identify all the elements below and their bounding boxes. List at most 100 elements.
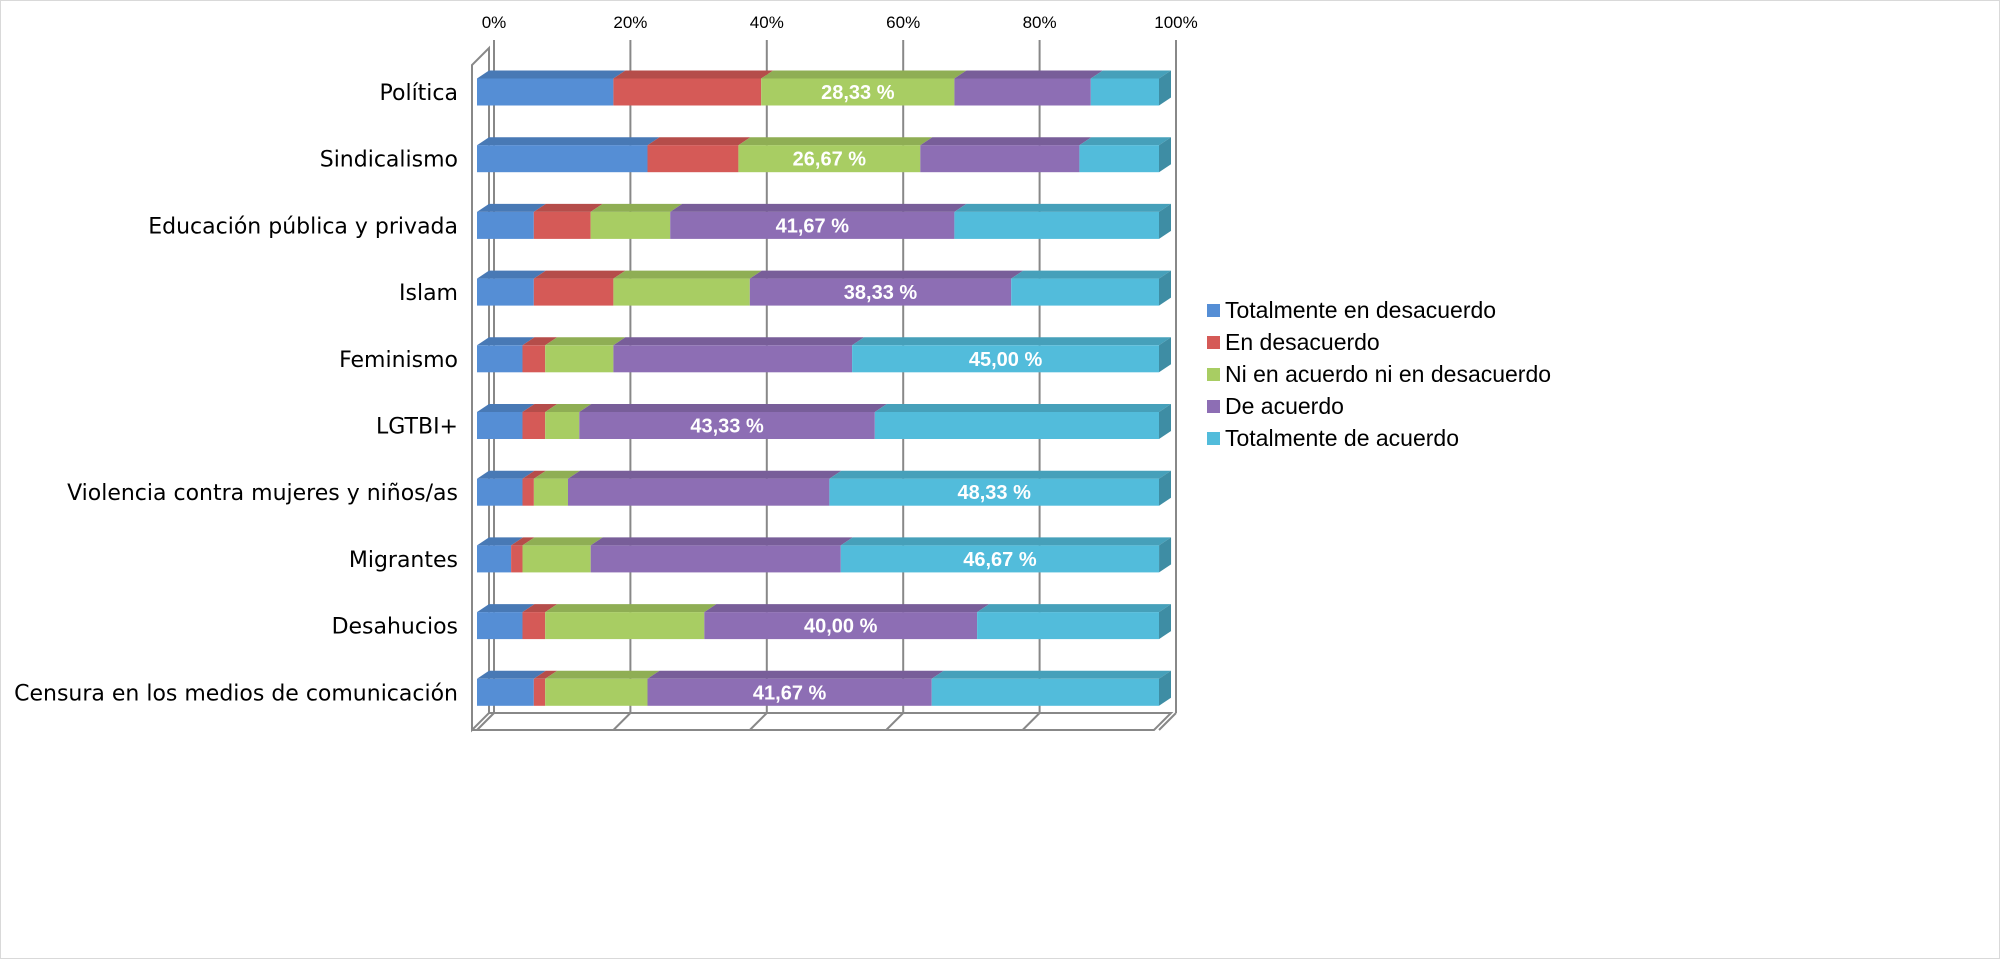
category-label: Islam [399,281,458,306]
bar-segment-top [533,203,603,212]
bar-segment-top [954,70,1103,79]
bar-segment [545,612,705,640]
bar-segment [670,211,955,239]
bar-segment [567,478,830,506]
bar-segment-side [1159,604,1171,640]
bar-segment [579,412,875,439]
category-label: Desahucios [332,615,458,640]
bar-segment [533,278,614,306]
bar-segment-top [533,670,558,679]
bar-segment [749,278,1012,306]
bar-segment-top [647,137,751,146]
bar-segment [647,678,932,706]
legend-label: Totalmente de acuerdo [1225,425,1459,451]
bar-segment [522,545,591,573]
bar-segment-top [477,537,524,546]
legend-swatch [1207,432,1220,445]
bar-segment-top [977,604,1171,613]
bar-segment-top [852,337,1171,346]
bar-segment-top [522,337,558,346]
bar-segment-top [477,70,626,79]
bar-segment-top [477,670,546,679]
bar-segment-top [1011,270,1171,279]
bar-segment [477,278,534,306]
floor [472,712,1174,731]
bar-segment-top [477,404,535,412]
bar-segment-top [477,470,535,479]
bar-segment [522,345,546,373]
bar-segment [522,612,546,640]
bar-segment [613,78,762,106]
data-label: 43,33 % [690,416,764,438]
bar-segment [477,478,523,506]
bar-segment-top [567,470,842,479]
bar-segment-top [533,470,580,479]
data-label: 38,33 % [844,282,918,304]
bar-segment [1079,145,1159,173]
bar-segment-top [704,604,990,613]
bar-segment [613,345,853,373]
data-label: 48,33 % [957,482,1031,504]
bar-segment-top [613,337,865,346]
category-label: Migrantes [349,548,458,573]
floor-gridline [749,712,768,731]
bar-segment [852,345,1159,373]
x-tick-label: 60% [886,13,920,32]
bar-segment [590,211,671,239]
bar-segment [738,145,921,173]
data-label: 46,67 % [963,549,1037,571]
bar-segment-top [761,70,967,79]
bar-segment-top [477,270,546,279]
bar-segment [920,145,1080,173]
bar-segment-top [613,70,774,79]
bar-segment-top [874,404,1171,412]
category-label: LGTBI+ [376,415,458,440]
bar-segment [840,545,1160,573]
bar-segment-top [545,670,660,679]
bar-segment-top [522,404,558,412]
floor-gridline [1158,712,1177,731]
bar-segment [477,145,648,173]
bar-segment-top [920,137,1092,146]
legend-label: Totalmente en desacuerdo [1225,297,1496,323]
data-label: 41,67 % [753,682,827,704]
data-label: 28,33 % [821,82,895,104]
bar-segment [977,612,1159,640]
bar-segment [647,145,739,173]
legend-label: De acuerdo [1225,393,1344,419]
bar-segment-top [749,270,1024,279]
bar-segment [477,612,523,640]
bar-segment-side [1159,203,1171,239]
bar-segment [545,345,614,373]
x-tick-label: 100% [1154,13,1197,32]
bar-segment-top [477,137,660,146]
bar-segment-top [954,203,1171,212]
bar-segment-top [579,404,887,412]
bar-segment-top [522,604,558,613]
data-label: 41,67 % [776,215,850,237]
bar-segment-top [931,670,1171,679]
bar-segment [590,545,841,573]
floor-gridline [476,712,495,731]
bar-segment-side [1159,337,1171,373]
bar-segment-top [545,604,717,613]
bar-segment [477,412,523,439]
floor-gridline [612,712,632,731]
bar-segment [522,412,546,439]
bar-segment-top [647,670,944,679]
bar-segment-side [1159,70,1171,106]
bar-segment [874,412,1159,439]
bar-segment-side [1159,137,1171,173]
bar-segment [931,678,1159,706]
bar-segment [954,211,1159,239]
bar-segment-top [738,137,933,146]
x-tick-label: 40% [750,13,784,32]
bar-segment [1090,78,1159,106]
category-label: Feminismo [339,348,458,373]
bar-segment-side [1159,670,1171,706]
bar-segment [954,78,1091,106]
bar-segment [533,211,591,239]
bar-segment [613,278,750,306]
data-label: 40,00 % [804,616,878,638]
